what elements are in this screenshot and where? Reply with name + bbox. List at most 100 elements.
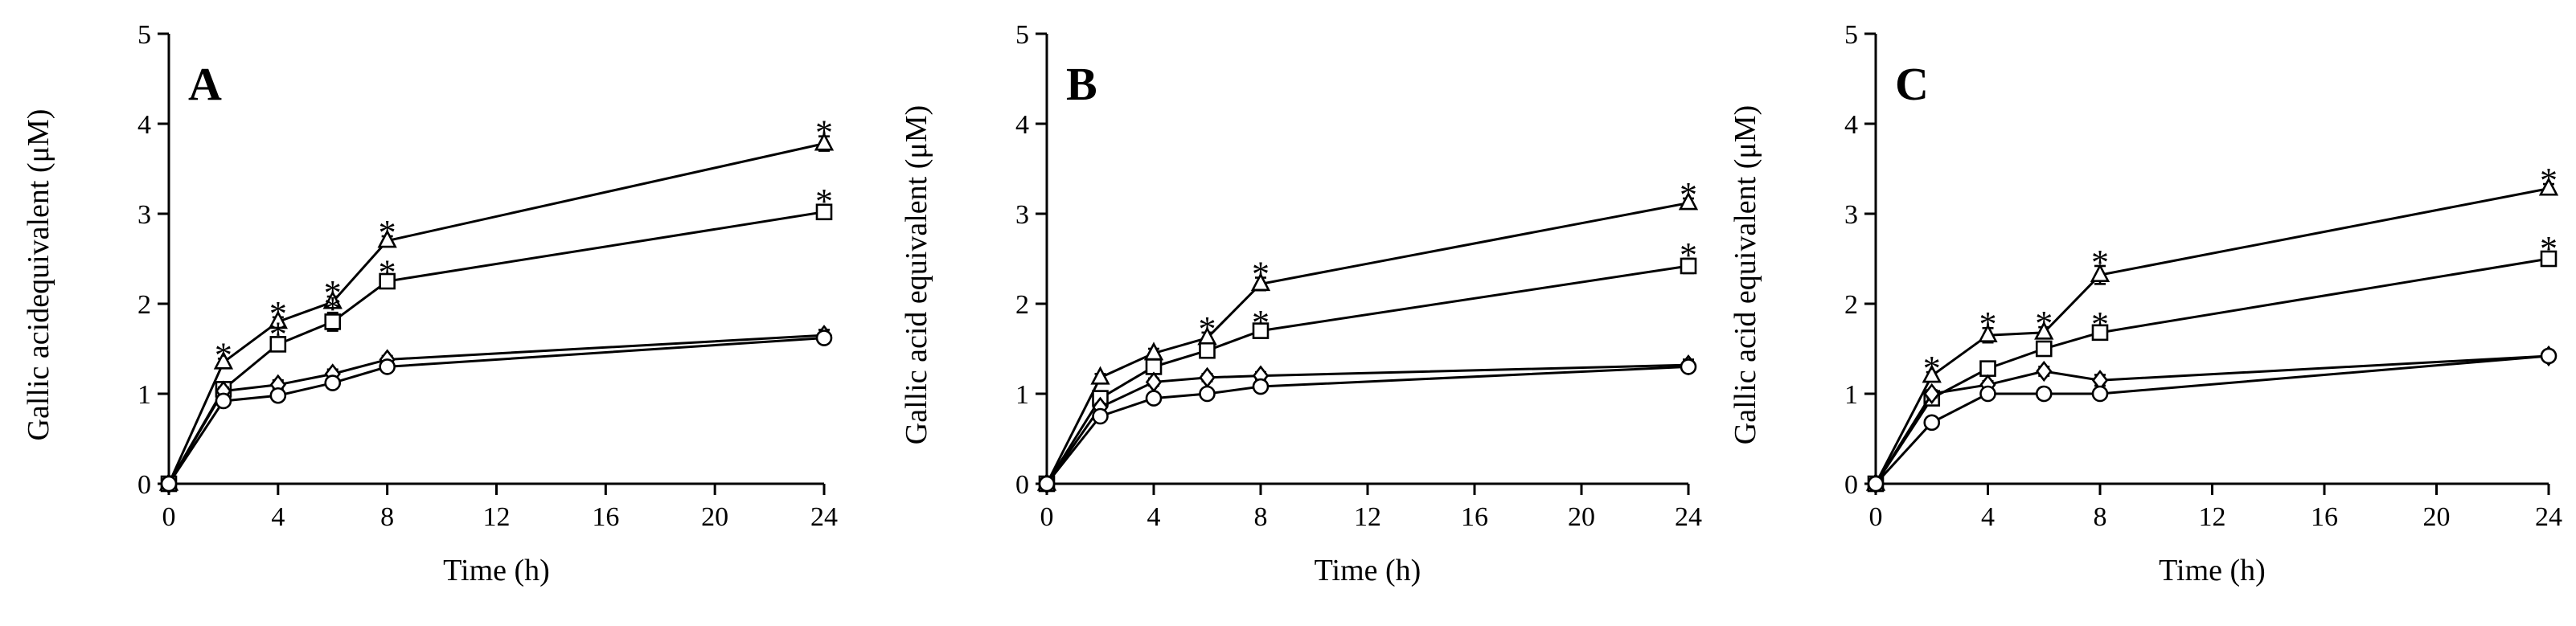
circle-marker: [2035, 385, 2053, 403]
significance-asterisk: *: [2540, 229, 2558, 268]
circle-marker: [2091, 385, 2109, 403]
square-marker: [324, 313, 342, 330]
x-tick-label: 16: [592, 502, 619, 532]
triangle-marker: [1678, 191, 1699, 211]
significance-asterisk: *: [269, 294, 287, 333]
series-circle: [1867, 347, 2558, 493]
panel-letter: A: [188, 58, 222, 110]
y-tick-label: 0: [1015, 470, 1029, 500]
x-tick-label: 4: [1147, 502, 1161, 532]
series-line-circle: [1045, 365, 1689, 485]
square-marker: [1680, 257, 1697, 275]
series-line-diamond: [167, 333, 825, 485]
series-line-square: [167, 211, 825, 485]
square-marker: [2540, 250, 2558, 268]
triangle-marker: [1978, 323, 1998, 343]
square-marker: [1252, 322, 1270, 339]
circle-marker: [1252, 378, 1270, 395]
diamond-marker: [1923, 383, 1940, 405]
x-tick-label: 0: [162, 502, 176, 532]
circle-marker: [2540, 347, 2558, 365]
y-tick-label: 3: [1015, 200, 1029, 230]
series-triangle: * * * * *: [1865, 161, 2559, 491]
x-tick-label: 8: [380, 502, 394, 532]
y-tick-label: 4: [1844, 110, 1858, 140]
square-marker: [2035, 340, 2053, 358]
x-tick-label: 0: [1040, 502, 1054, 532]
significance-asterisk: *: [1680, 175, 1697, 215]
series-line-square: [1874, 257, 2549, 485]
y-tick-label: 1: [1844, 380, 1858, 410]
square-marker: [1199, 342, 1216, 359]
y-axis-title: Gallic acid equivalent (μM): [900, 105, 933, 444]
series-line-diamond: [1874, 354, 2549, 485]
series-square: **: [1038, 235, 1697, 493]
significance-asterisk: *: [269, 315, 287, 354]
x-tick-label: 4: [271, 502, 285, 532]
x-axis-title: Time (h): [1315, 554, 1421, 587]
circle-marker: [1979, 385, 1996, 403]
y-tick-label: 1: [1015, 380, 1029, 410]
diamond-marker: [1199, 366, 1216, 388]
x-axis-title: Time (h): [2159, 554, 2266, 587]
x-tick-label: 20: [701, 502, 728, 532]
series-circle: [1038, 358, 1697, 493]
circle-marker: [324, 374, 342, 391]
x-tick-label: 24: [810, 502, 838, 532]
circle-marker: [215, 392, 232, 410]
y-tick-label: 5: [1844, 20, 1858, 50]
x-tick-label: 8: [1254, 502, 1268, 532]
x-tick-label: 12: [483, 502, 511, 532]
significance-asterisk: *: [2091, 243, 2109, 282]
circle-marker: [269, 387, 287, 404]
x-tick-label: 8: [2094, 502, 2107, 532]
triangle-marker: [2034, 321, 2054, 340]
series-line-diamond: [1045, 363, 1689, 485]
triangle-marker: [814, 132, 835, 151]
circle-marker: [1680, 358, 1697, 375]
significance-asterisk: *: [379, 252, 396, 292]
significance-asterisk: *: [2035, 304, 2053, 343]
significance-asterisk: *: [324, 289, 342, 329]
y-tick-label: 3: [137, 200, 151, 230]
y-tick-label: 3: [1844, 200, 1858, 230]
x-axis-title: Time (h): [443, 554, 550, 587]
significance-asterisk: *: [815, 182, 833, 221]
triangle-marker: [1090, 366, 1110, 385]
x-tick-label: 24: [1675, 502, 1702, 532]
x-tick-label: 24: [2535, 502, 2562, 532]
series-line-triangle: [1045, 202, 1689, 485]
square-marker: [2091, 324, 2109, 342]
circle-marker: [379, 358, 396, 375]
series-diamond: [1867, 345, 2558, 495]
series-triangle: ***: [1036, 175, 1699, 491]
triangle-marker: [1250, 272, 1271, 292]
significance-asterisk: *: [1252, 303, 1270, 342]
significance-asterisk: *: [2540, 161, 2558, 200]
y-tick-label: 0: [137, 470, 151, 500]
y-axis-title: Gallic acidequivalent (μM): [22, 109, 55, 441]
y-tick-label: 2: [137, 290, 151, 320]
significance-asterisk: *: [1252, 255, 1270, 294]
significance-asterisk: *: [1199, 309, 1216, 349]
series-triangle: *****: [158, 113, 835, 491]
x-tick-label: 16: [2311, 502, 2338, 532]
series-line-square: [1045, 264, 1689, 485]
series-circle: [160, 329, 833, 493]
circle-marker: [1923, 414, 1941, 432]
significance-asterisk: *: [815, 113, 833, 153]
diamond-marker: [1145, 371, 1163, 393]
triangle-marker: [2538, 177, 2559, 196]
diamond-marker: [2036, 360, 2053, 383]
x-tick-label: 16: [1461, 502, 1488, 532]
significance-asterisk: *: [1923, 349, 1941, 388]
triangle-marker: [213, 350, 234, 370]
significance-asterisk: *: [379, 213, 396, 252]
significance-asterisk: *: [1979, 305, 1997, 344]
square-marker: [815, 203, 833, 221]
x-tick-label: 20: [1568, 502, 1595, 532]
circle-marker: [160, 475, 178, 493]
square-marker: [269, 336, 287, 353]
